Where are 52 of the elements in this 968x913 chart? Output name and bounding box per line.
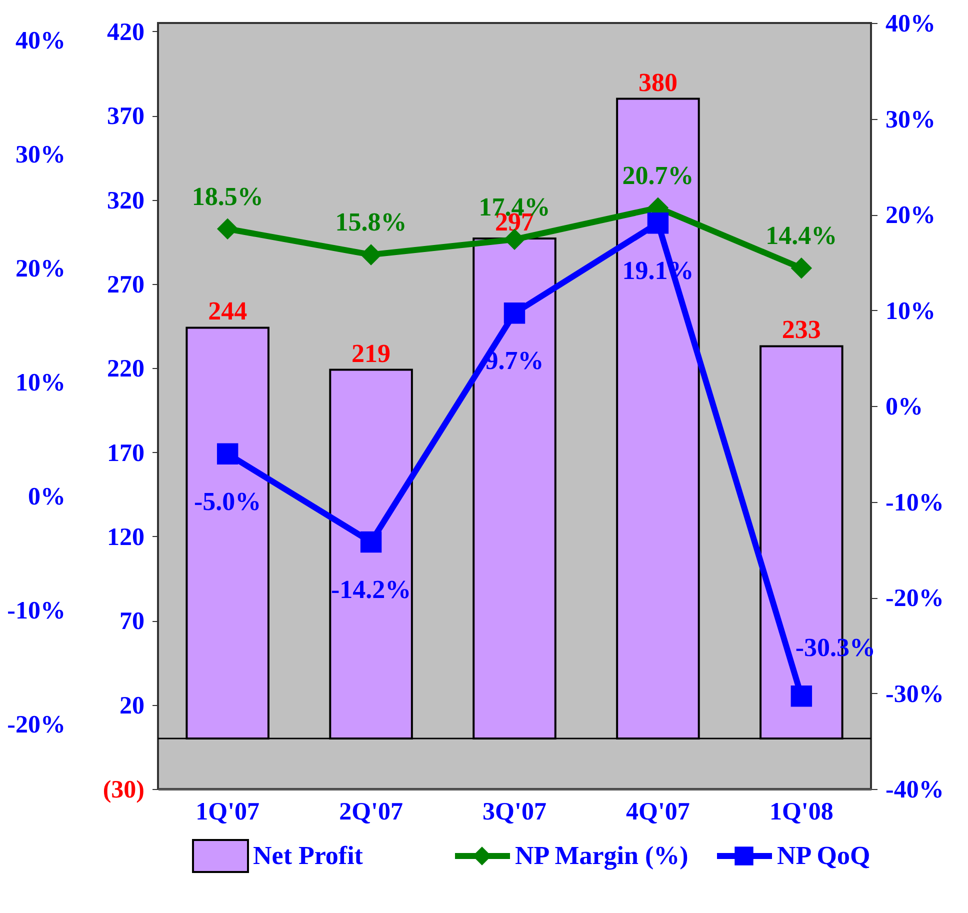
y3-tick-label: 40% (16, 28, 66, 55)
legend-label: NP Margin (%) (515, 841, 688, 870)
data-label: 233 (782, 315, 821, 344)
y-tick-label: (30) (102, 776, 144, 804)
point (504, 302, 526, 324)
legend-label: NP QoQ (777, 841, 870, 870)
y3-tick-label: -10% (7, 598, 66, 625)
data-label: -14.2% (330, 574, 412, 604)
data-label: 380 (638, 68, 678, 97)
y2-tick-label: -40% (886, 776, 944, 804)
y-tick-label: 320 (107, 187, 144, 214)
y-tick-label: 20 (120, 692, 144, 720)
y2-tick-label: -10% (886, 489, 944, 516)
point (360, 531, 382, 553)
y-tick-label: 420 (107, 18, 144, 46)
x-tick-label: 1Q'08 (769, 798, 834, 826)
point (216, 443, 238, 464)
y3-tick-label: 20% (16, 256, 66, 283)
x-tick-label: 2Q'07 (339, 798, 403, 826)
y-tick-label: 120 (107, 524, 144, 551)
y2-tick-label: 0% (886, 394, 923, 420)
y2-tick-label: 20% (886, 202, 936, 229)
data-label: 14.4% (766, 221, 838, 250)
y2-tick-label: 10% (886, 298, 936, 325)
x-tick-label: 1Q'07 (196, 798, 260, 826)
point (790, 258, 812, 279)
data-label: -5.0% (194, 486, 262, 516)
y2-tick-label: 30% (886, 106, 936, 134)
x-tick-label: 4Q'07 (626, 798, 690, 826)
data-label: 15.8% (335, 208, 407, 237)
y-tick-label: 220 (107, 356, 144, 383)
data-label: 219 (352, 338, 391, 368)
legend-label: Net Profit (253, 841, 364, 870)
y3-tick-label: 0% (28, 484, 66, 511)
point (790, 686, 812, 707)
y3-tick-label: 10% (16, 370, 66, 397)
point (360, 244, 382, 266)
y2-tick-label: -20% (886, 585, 944, 612)
y-tick-label: 170 (107, 440, 144, 467)
point (216, 218, 238, 240)
y-tick-label: 370 (107, 103, 144, 130)
point (647, 212, 669, 234)
y3-tick-label: 30% (16, 142, 66, 169)
data-label: 244 (208, 296, 248, 326)
y2-tick-label: 40% (886, 10, 936, 38)
y-tick-label: 70 (120, 608, 144, 636)
x-tick-label: 3Q'07 (482, 798, 546, 826)
data-label: 18.5% (192, 182, 264, 211)
y3-tick-label: -20% (7, 712, 66, 739)
data-label: 20.7% (622, 160, 694, 190)
y-tick-label: 270 (107, 271, 144, 298)
y2-tick-label: -30% (886, 680, 944, 708)
